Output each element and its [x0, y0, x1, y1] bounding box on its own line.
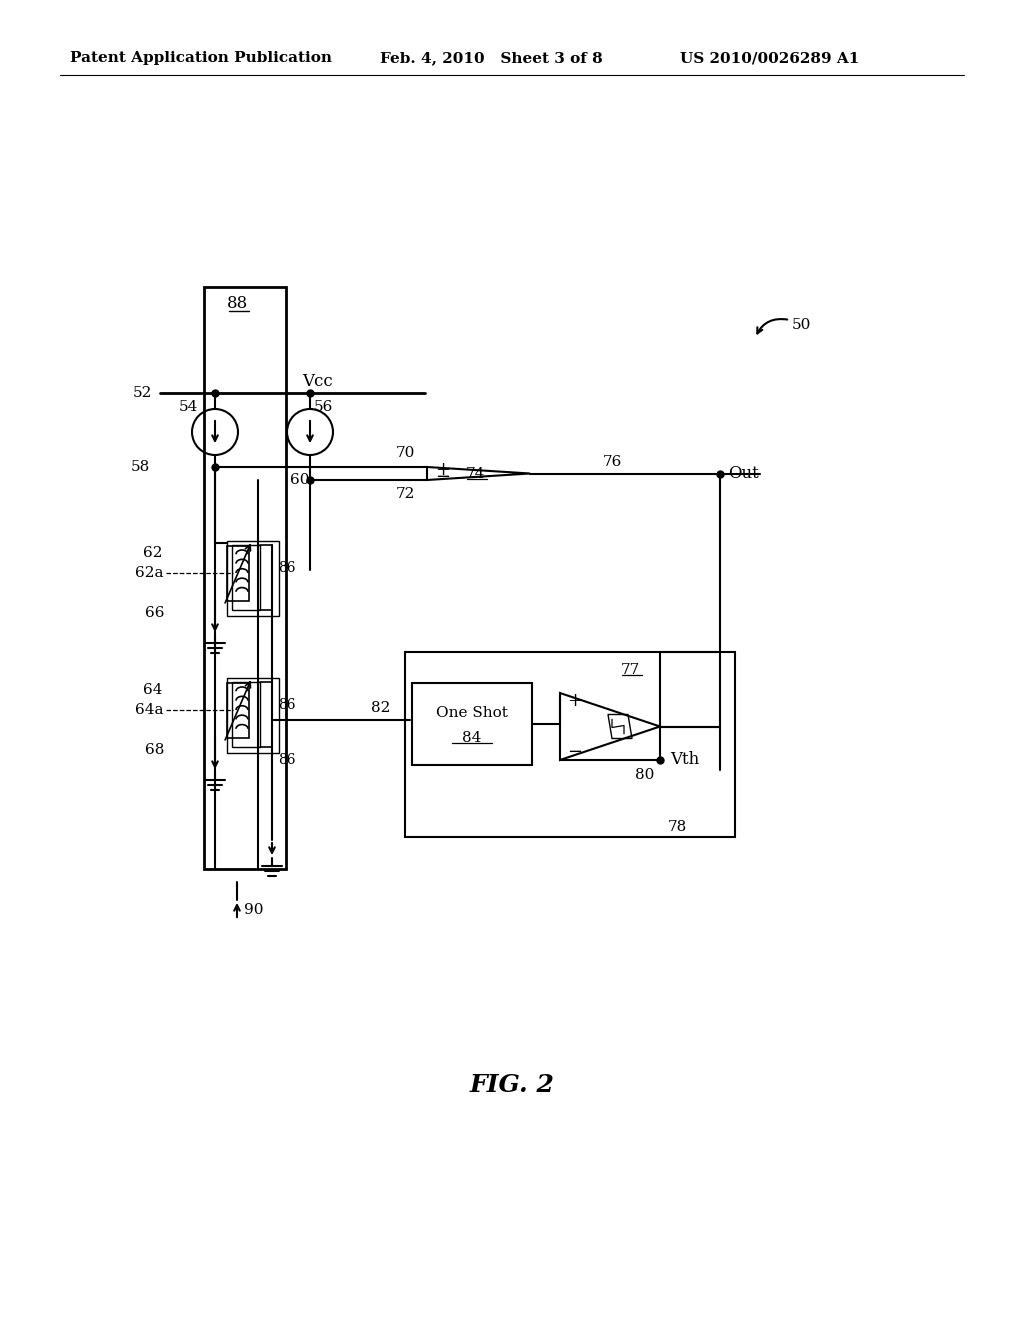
Bar	[406, 652, 735, 837]
Text: 58: 58	[131, 459, 150, 474]
Text: 82: 82	[371, 701, 390, 715]
Text: 74: 74	[465, 467, 484, 482]
Text: 52: 52	[133, 385, 152, 400]
Bar	[204, 286, 286, 869]
Text: 72: 72	[395, 487, 415, 502]
Bar	[232, 545, 260, 610]
Text: +: +	[435, 461, 450, 479]
Text: 90: 90	[244, 903, 263, 917]
Text: 60: 60	[290, 473, 309, 487]
Text: 62: 62	[143, 546, 163, 560]
Text: 70: 70	[395, 446, 415, 459]
Text: 68: 68	[144, 743, 164, 756]
Bar	[227, 678, 279, 752]
Bar	[227, 545, 249, 601]
Text: 66: 66	[144, 606, 164, 620]
Text: 54: 54	[178, 400, 198, 414]
Text: 78: 78	[668, 820, 687, 834]
Bar	[412, 682, 532, 766]
Text: Vth: Vth	[670, 751, 699, 768]
Text: 84: 84	[462, 731, 481, 744]
Bar	[227, 682, 249, 738]
Text: 76: 76	[602, 454, 622, 469]
Text: 62a: 62a	[134, 566, 163, 579]
Text: 50: 50	[792, 318, 811, 333]
Text: FIG. 2: FIG. 2	[470, 1073, 554, 1097]
Text: Feb. 4, 2010   Sheet 3 of 8: Feb. 4, 2010 Sheet 3 of 8	[380, 51, 603, 65]
Bar	[232, 682, 260, 747]
Text: −: −	[435, 469, 451, 486]
Text: 64: 64	[143, 682, 163, 697]
Text: 77: 77	[621, 663, 640, 677]
Text: Vcc: Vcc	[303, 372, 334, 389]
Text: US 2010/0026289 A1: US 2010/0026289 A1	[680, 51, 859, 65]
Text: 86: 86	[278, 561, 296, 576]
Text: 88: 88	[226, 296, 248, 313]
Bar	[227, 541, 279, 616]
Text: 56: 56	[314, 400, 334, 414]
Text: 80: 80	[635, 768, 654, 781]
Text: −: −	[567, 743, 582, 762]
Text: 86: 86	[278, 752, 296, 767]
Text: +: +	[567, 692, 582, 710]
Text: Out: Out	[728, 465, 759, 482]
Text: Patent Application Publication: Patent Application Publication	[70, 51, 332, 65]
Text: 86: 86	[278, 698, 296, 711]
Text: 64a: 64a	[134, 704, 163, 717]
Text: One Shot: One Shot	[436, 706, 508, 719]
